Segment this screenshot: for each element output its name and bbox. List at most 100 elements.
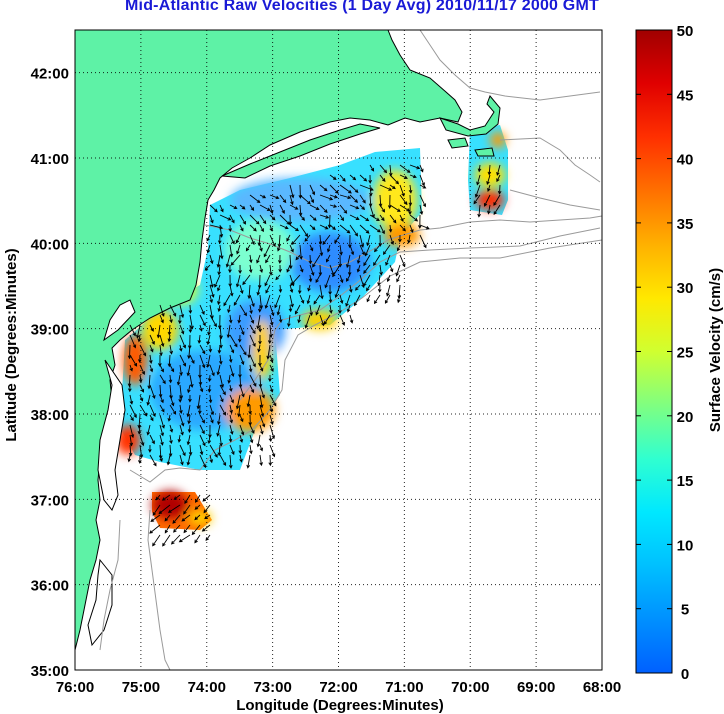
velocity-vector: [264, 294, 271, 309]
velocity-vector: [399, 204, 411, 212]
velocity-vector: [178, 314, 182, 325]
velocity-vector: [249, 444, 253, 455]
velocity-vector: [239, 454, 243, 463]
velocity-vector: [289, 184, 295, 199]
velocity-vector: [249, 204, 255, 211]
velocity-vector: [173, 524, 181, 533]
velocity-vector: [268, 454, 273, 467]
velocity-vector: [269, 204, 274, 214]
velocity-vector: [379, 264, 383, 276]
velocity-vector: [186, 454, 191, 466]
velocity-vector: [325, 254, 331, 263]
velocity-vector: [189, 354, 195, 365]
velocity-vector: [249, 234, 255, 246]
velocity-vector: [159, 414, 165, 429]
velocity-vector: [155, 494, 161, 501]
velocity-vector: [219, 214, 232, 221]
velocity-vector: [249, 374, 257, 387]
velocity-vector: [299, 194, 311, 205]
land-mainland: [75, 30, 463, 651]
x-tick-labels: 76:00 75:00 74:00 73:00 72:00 71:00 70:00 69:00…: [56, 679, 621, 696]
velocity-vector: [278, 314, 283, 324]
velocity-vector: [159, 374, 166, 385]
velocity-vector: [473, 194, 481, 205]
velocity-vector: [288, 304, 293, 313]
velocity-vector: [359, 174, 368, 182]
velocity-vector: [239, 354, 245, 366]
velocity-vector: [289, 224, 299, 232]
velocity-vector: [239, 214, 246, 225]
velocity-vector: [268, 374, 272, 383]
velocity-vectors: [127, 164, 502, 547]
velocity-vector: [322, 234, 331, 245]
velocity-vector: [209, 254, 214, 265]
velocity-vector: [334, 234, 341, 244]
velocity-vector: [369, 214, 380, 221]
velocity-vector: [339, 204, 348, 214]
velocity-vector: [179, 344, 183, 352]
velocity-vector: [398, 234, 402, 243]
velocity-vector: [178, 534, 191, 543]
x-tick-label: 72:00: [319, 679, 357, 696]
velocity-vector: [496, 164, 501, 176]
velocity-vector: [373, 254, 381, 266]
velocity-vector: [399, 194, 408, 206]
velocity-vector: [238, 444, 243, 455]
land-marthas-vineyard: [447, 137, 469, 149]
velocity-vector: [382, 244, 391, 255]
velocity-vector: [328, 294, 333, 304]
x-tick-label: 74:00: [188, 679, 226, 696]
velocity-vector: [476, 174, 481, 186]
velocity-vector: [148, 444, 152, 453]
colorbar-tick-label: 30: [677, 280, 694, 297]
velocity-vector: [373, 244, 381, 253]
velocity-vector: [338, 254, 343, 268]
velocity-vector: [129, 414, 134, 422]
velocity-vector: [309, 224, 316, 231]
velocity-vector: [338, 305, 342, 315]
velocity-vector: [129, 324, 136, 337]
velocity-vector: [248, 404, 252, 415]
velocity-vector: [299, 264, 304, 273]
velocity-vector: [217, 264, 221, 276]
velocity-vector: [256, 254, 261, 264]
velocity-vector: [264, 274, 271, 287]
velocity-vector: [179, 354, 187, 367]
velocity-vector: [204, 264, 211, 271]
velocity-vector: [209, 274, 214, 288]
velocity-vector: [396, 244, 401, 252]
velocity-vector: [229, 204, 238, 210]
velocity-vector: [187, 384, 191, 394]
velocity-vector: [379, 174, 386, 182]
velocity-vector: [249, 424, 255, 434]
velocity-vector: [169, 424, 174, 433]
velocity-vector: [219, 244, 224, 260]
velocity-vector: [197, 334, 202, 344]
velocity-vector: [229, 364, 235, 377]
y-tick-label: 41:00: [31, 151, 69, 168]
velocity-vector: [256, 284, 261, 296]
velocity-vector: [199, 354, 206, 369]
velocity-vector: [156, 324, 161, 339]
velocity-vector: [167, 414, 172, 422]
bathymetry-contour-shelf-break: [239, 227, 601, 401]
velocity-vector: [217, 284, 221, 292]
velocity-vector: [219, 434, 223, 447]
velocity-vector: [497, 184, 502, 195]
velocity-vector: [199, 344, 206, 355]
velocity-vector: [259, 364, 264, 372]
velocity-vector: [239, 344, 247, 356]
velocity-vector: [315, 274, 321, 284]
velocity-vector: [199, 384, 204, 393]
velocity-vector: [179, 454, 184, 466]
velocity-vector: [149, 524, 161, 534]
velocity-vector: [245, 244, 251, 252]
colorbar-gradient: [635, 29, 673, 674]
velocity-vector: [288, 254, 293, 270]
velocity-vector: [259, 384, 265, 399]
velocity-vector: [209, 414, 214, 424]
velocity-vector: [201, 524, 211, 532]
velocity-vector: [229, 404, 233, 414]
velocity-vector: [286, 264, 291, 273]
velocity-vector: [259, 244, 263, 252]
